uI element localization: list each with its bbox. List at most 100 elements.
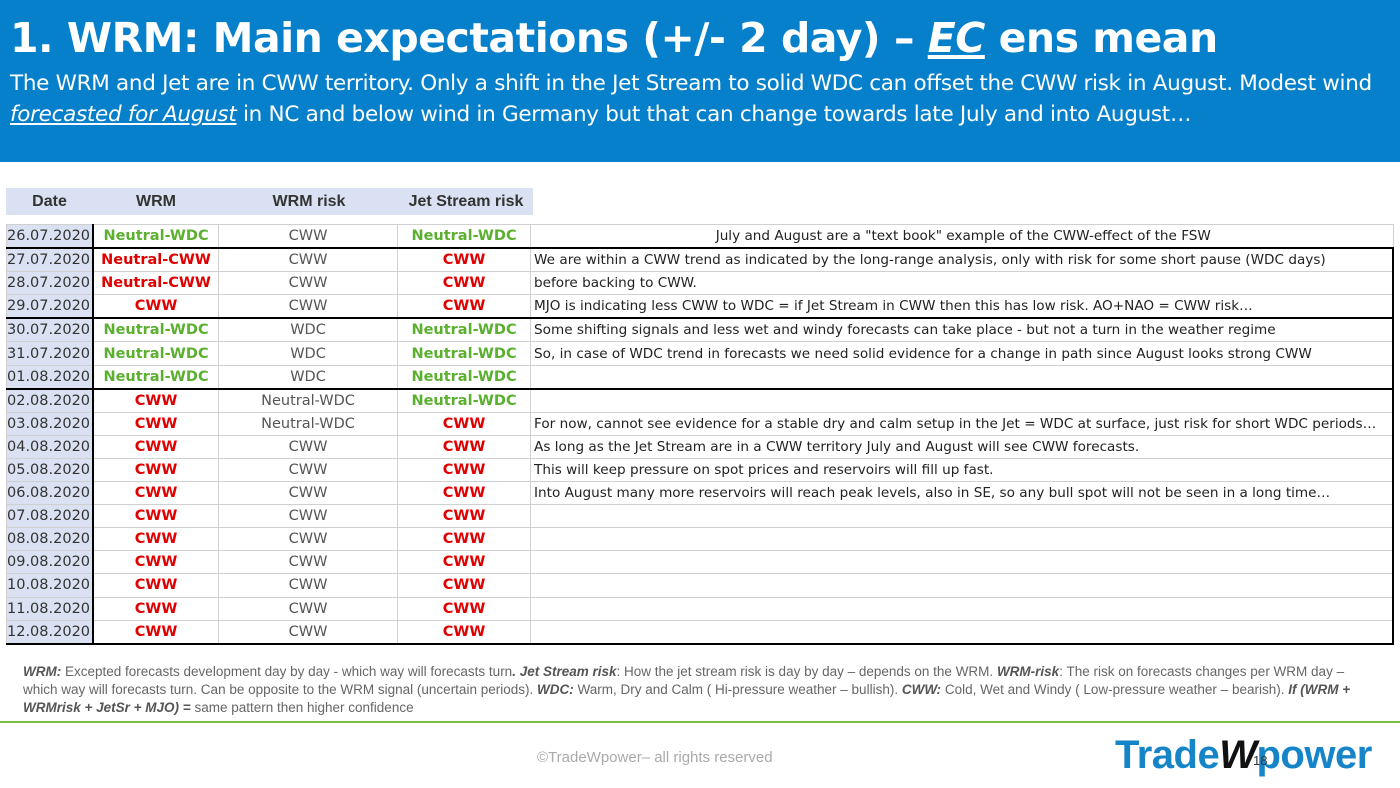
comment-cell — [530, 596, 1395, 621]
wrm-cell: CWW — [92, 387, 220, 413]
logo-w: W — [1219, 733, 1257, 777]
table-row: 07.08.2020 CWW CWW CWW — [6, 504, 1395, 529]
wrm-risk-cell: CWW — [218, 504, 399, 529]
table-row: 31.07.2020 Neutral-WDC WDC Neutral-WDC So, i… — [6, 341, 1395, 366]
wrm-risk-cell: Neutral-WDC — [218, 387, 399, 413]
wrm-cell: Neutral-WDC — [92, 341, 220, 366]
tradewpower-logo: TradeWpower — [1115, 733, 1372, 778]
jet-risk-cell: CWW — [397, 294, 532, 319]
note-key: . Jet Stream risk — [512, 664, 617, 679]
wrm-risk-cell: WDC — [218, 364, 399, 390]
jet-risk-cell: CWW — [397, 596, 532, 621]
date-cell: 02.08.2020 — [6, 387, 95, 413]
jet-risk-cell: Neutral-WDC — [397, 387, 532, 413]
wrm-risk-cell: WDC — [218, 341, 399, 366]
subtitle-emphasis: forecasted for August — [10, 102, 237, 127]
wrm-cell: CWW — [92, 527, 220, 552]
table-row: 12.08.2020 CWW CWW CWW — [6, 619, 1395, 645]
wrm-risk-cell: CWW — [218, 481, 399, 506]
comment-cell: MJO is indicating less CWW to WDC = if J… — [530, 294, 1395, 319]
jet-risk-cell: Neutral-WDC — [397, 317, 532, 343]
note-key: WDC: — [536, 682, 574, 697]
date-cell: 12.08.2020 — [6, 619, 95, 645]
slide-subtitle: The WRM and Jet are in CWW territory. On… — [10, 68, 1390, 130]
header-jet-risk: Jet Stream risk — [399, 188, 533, 215]
table-row: 11.08.2020 CWW CWW CWW — [6, 596, 1395, 621]
page-number: 18 — [1253, 753, 1268, 768]
comment-cell: Some shifting signals and less wet and w… — [530, 317, 1395, 343]
jet-risk-cell: CWW — [397, 457, 532, 483]
comment-cell — [530, 619, 1395, 645]
comment-cell: For now, cannot see evidence for a stabl… — [530, 411, 1395, 436]
wrm-risk-cell: CWW — [218, 434, 399, 459]
table-row: 02.08.2020 CWW Neutral-WDC Neutral-WDC — [6, 387, 1395, 413]
jet-risk-cell: CWW — [397, 481, 532, 506]
note-key: CWW: — [901, 682, 942, 697]
wrm-cell: CWW — [92, 481, 220, 506]
table-row: 27.07.2020 Neutral-CWW CWW CWW We are within… — [6, 247, 1395, 273]
date-cell: 28.07.2020 — [6, 271, 95, 296]
wrm-cell: CWW — [92, 457, 220, 483]
wrm-risk-cell: CWW — [218, 224, 399, 249]
logo-part: Trade — [1115, 733, 1220, 777]
jet-risk-cell: CWW — [397, 247, 532, 273]
jet-risk-cell: CWW — [397, 271, 532, 296]
table-row: 01.08.2020 Neutral-WDC WDC Neutral-WDC — [6, 364, 1395, 390]
note-text: Cold, Wet and Windy ( Low-pressure weath… — [941, 682, 1289, 697]
wrm-cell: CWW — [92, 596, 220, 621]
date-cell: 27.07.2020 — [6, 247, 95, 273]
date-cell: 08.08.2020 — [6, 527, 95, 552]
wrm-cell: Neutral-CWW — [92, 271, 220, 296]
table-row: 29.07.2020 CWW CWW CWW MJO is indicating les… — [6, 294, 1395, 319]
forecast-table: 26.07.2020 Neutral-WDC CWW Neutral-WDC July … — [6, 224, 1395, 645]
jet-risk-cell: CWW — [397, 573, 532, 598]
date-cell: 04.08.2020 — [6, 434, 95, 459]
wrm-risk-cell: CWW — [218, 247, 399, 273]
title-banner: 1. WRM: Main expectations (+/- 2 day) – … — [0, 0, 1400, 162]
wrm-risk-cell: CWW — [218, 573, 399, 598]
comment-cell — [530, 527, 1395, 552]
jet-risk-cell: Neutral-WDC — [397, 224, 532, 249]
comment-cell: Into August many more reservoirs will re… — [530, 481, 1395, 506]
header-wrm: WRM — [93, 188, 219, 215]
jet-risk-cell: CWW — [397, 527, 532, 552]
date-cell: 29.07.2020 — [6, 294, 95, 319]
comment-cell — [530, 504, 1395, 529]
note-text: same pattern then higher confidence — [190, 700, 414, 715]
wrm-risk-cell: WDC — [218, 317, 399, 343]
table-row: 04.08.2020 CWW CWW CWW As long as the Jet St… — [6, 434, 1395, 459]
wrm-cell: CWW — [92, 504, 220, 529]
title-suffix: ens mean — [984, 14, 1219, 62]
table-row: 05.08.2020 CWW CWW CWW This will keep pressu… — [6, 457, 1395, 483]
wrm-risk-cell: CWW — [218, 271, 399, 296]
comment-cell: As long as the Jet Stream are in a CWW t… — [530, 434, 1395, 459]
wrm-cell: CWW — [92, 294, 220, 319]
jet-risk-cell: Neutral-WDC — [397, 364, 532, 390]
subtitle-part: The WRM and Jet are in CWW territory. On… — [10, 71, 1372, 96]
note-key: WRM-risk — [996, 664, 1060, 679]
logo-part: power — [1256, 733, 1372, 777]
wrm-cell: Neutral-WDC — [92, 317, 220, 343]
jet-risk-cell: CWW — [397, 550, 532, 575]
comment-cell — [530, 387, 1395, 413]
jet-risk-cell: CWW — [397, 504, 532, 529]
table-row: 03.08.2020 CWW Neutral-WDC CWW For now, cann… — [6, 411, 1395, 436]
jet-risk-cell: CWW — [397, 434, 532, 459]
wrm-cell: CWW — [92, 434, 220, 459]
date-cell: 07.08.2020 — [6, 504, 95, 529]
date-cell: 06.08.2020 — [6, 481, 95, 506]
date-cell: 09.08.2020 — [6, 550, 95, 575]
wrm-cell: Neutral-WDC — [92, 364, 220, 390]
date-cell: 31.07.2020 — [6, 341, 95, 366]
table-row: 09.08.2020 CWW CWW CWW — [6, 550, 1395, 575]
comment-cell: July and August are a "text book" exampl… — [530, 224, 1394, 249]
note-text: : The risk on forecasts changes per WRM … — [23, 664, 1345, 697]
wrm-cell: CWW — [92, 411, 220, 436]
legend-notes: WRM: Excepted forecasts development day … — [23, 663, 1373, 717]
wrm-cell: CWW — [92, 550, 220, 575]
date-cell: 03.08.2020 — [6, 411, 95, 436]
jet-risk-cell: CWW — [397, 619, 532, 645]
comment-cell: This will keep pressure on spot prices a… — [530, 457, 1395, 483]
table-row: 26.07.2020 Neutral-WDC CWW Neutral-WDC July … — [6, 224, 1394, 249]
table-row: 30.07.2020 Neutral-WDC WDC Neutral-WDC Some … — [6, 317, 1395, 343]
